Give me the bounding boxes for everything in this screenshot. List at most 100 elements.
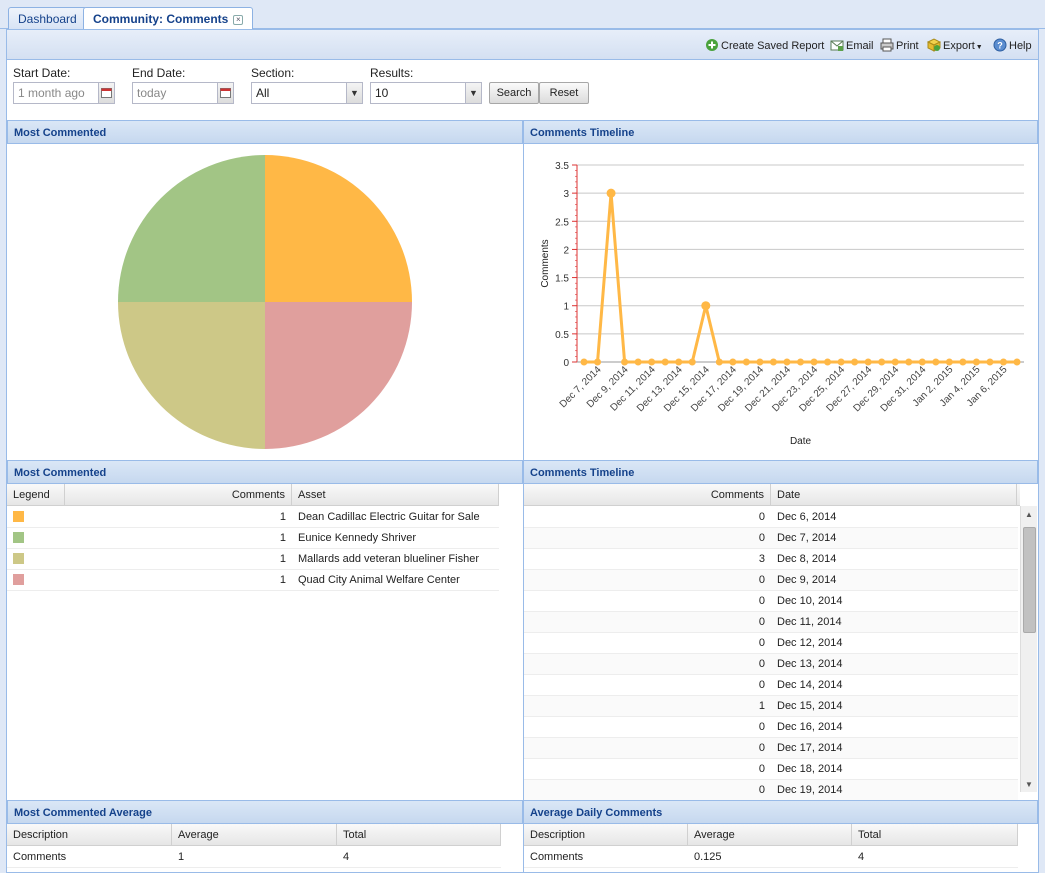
tab-dashboard[interactable]: Dashboard [8,7,87,29]
data-point[interactable] [756,358,764,366]
table-row[interactable]: 0 Dec 13, 2014 [524,654,1018,675]
chevron-down-icon[interactable]: ▼ [346,82,363,104]
table-row[interactable]: 0 Dec 9, 2014 [524,570,1018,591]
data-point[interactable] [864,358,872,366]
data-point[interactable] [905,358,913,366]
data-point[interactable] [932,358,940,366]
data-point[interactable] [648,358,656,366]
start-date-field[interactable]: 1 month ago [13,82,99,104]
column-header-total[interactable]: Total [337,824,501,846]
scroll-up-icon[interactable]: ▲ [1025,510,1033,519]
scrollbar-thumb[interactable] [1023,527,1036,633]
column-header-date[interactable]: Date [771,484,1017,506]
data-point[interactable] [891,358,899,366]
column-header-average[interactable]: Average [688,824,852,846]
data-point[interactable] [972,358,980,366]
data-point[interactable] [634,358,642,366]
column-header-comments[interactable]: Comments [65,484,292,506]
data-point[interactable] [661,358,669,366]
table-row[interactable]: 1 Eunice Kennedy Shriver [7,528,499,549]
data-point[interactable] [837,358,845,366]
column-header-description[interactable]: Description [524,824,688,846]
pie-slice[interactable] [118,155,265,302]
data-point[interactable] [810,358,818,366]
date-cell: Dec 15, 2014 [777,700,843,712]
table-row[interactable]: 0 Dec 10, 2014 [524,591,1018,612]
table-row[interactable]: 0 Dec 12, 2014 [524,633,1018,654]
pie-slice[interactable] [265,155,412,302]
export-icon [927,38,941,52]
tab-community-comments[interactable]: Community: Comments × [83,7,254,30]
data-point[interactable] [688,358,696,366]
table-row[interactable]: 3 Dec 8, 2014 [524,549,1018,570]
column-header-description[interactable]: Description [7,824,172,846]
export-button[interactable]: Export▼ [927,38,983,52]
data-point[interactable] [606,188,616,198]
comments-cell: 0 [758,721,765,733]
data-point[interactable] [621,358,629,366]
print-button[interactable]: Print [880,38,919,52]
table-row[interactable]: 0 Dec 11, 2014 [524,612,1018,633]
column-header-total[interactable]: Total [852,824,1018,846]
section-select[interactable]: All [251,82,347,104]
data-point[interactable] [959,358,967,366]
column-header-average[interactable]: Average [172,824,337,846]
table-row[interactable]: 0 Dec 6, 2014 [524,507,1018,528]
comments-cell: 1 [758,700,765,712]
column-header-asset[interactable]: Asset [292,484,499,506]
data-point[interactable] [675,358,683,366]
data-point[interactable] [878,358,886,366]
table-row[interactable]: Comments 0.125 4 [524,847,1018,868]
pie-slice[interactable] [118,302,265,449]
column-header-comments[interactable]: Comments [524,484,771,506]
help-button[interactable]: ? Help [993,38,1032,52]
comments-cell: 1 [279,574,286,586]
data-point[interactable] [851,358,859,366]
print-label: Print [896,40,919,52]
results-select[interactable]: 10 [370,82,466,104]
calendar-icon[interactable] [98,82,115,104]
date-cell: Dec 7, 2014 [777,532,837,544]
close-icon[interactable]: × [233,15,244,25]
data-point[interactable] [824,358,832,366]
table-row[interactable]: 0 Dec 18, 2014 [524,759,1018,780]
data-point[interactable] [594,358,602,366]
end-date-field[interactable]: today [132,82,218,104]
daily-avg-panel-header: Average Daily Comments [523,800,1038,824]
reset-button[interactable]: Reset [539,82,589,104]
data-point[interactable] [715,358,723,366]
table-row[interactable]: 0 Dec 16, 2014 [524,717,1018,738]
search-button[interactable]: Search [489,82,539,104]
data-point[interactable] [769,358,777,366]
chevron-down-icon[interactable]: ▼ [465,82,482,104]
table-row[interactable]: 0 Dec 17, 2014 [524,738,1018,759]
calendar-icon[interactable] [217,82,234,104]
scroll-down-icon[interactable]: ▼ [1025,780,1033,789]
table-row[interactable]: 1 Quad City Animal Welfare Center [7,570,499,591]
data-point[interactable] [918,358,926,366]
date-cell: Dec 8, 2014 [777,553,837,565]
help-label: Help [1009,40,1032,52]
data-point[interactable] [945,358,953,366]
data-point[interactable] [783,358,791,366]
table-row[interactable]: 0 Dec 19, 2014 [524,780,1018,800]
column-header-legend[interactable]: Legend [7,484,65,506]
data-point[interactable] [797,358,804,366]
table-row[interactable]: 1 Dec 15, 2014 [524,696,1018,717]
data-point[interactable] [701,301,711,311]
data-point[interactable] [580,358,588,366]
table-row[interactable]: 1 Mallards add veteran blueliner Fisher [7,549,499,570]
data-point[interactable] [999,358,1007,366]
pie-slice[interactable] [265,302,412,449]
create-saved-report-button[interactable]: Create Saved Report [705,38,824,52]
table-row[interactable]: 0 Dec 14, 2014 [524,675,1018,696]
vertical-scrollbar[interactable]: ▲ ▼ [1020,506,1037,792]
table-row[interactable]: 1 Dean Cadillac Electric Guitar for Sale [7,507,499,528]
data-point[interactable] [729,358,737,366]
table-row[interactable]: Comments 1 4 [7,847,501,868]
table-row[interactable]: 0 Dec 7, 2014 [524,528,1018,549]
data-point[interactable] [742,358,750,366]
email-button[interactable]: Email [830,38,874,52]
data-point[interactable] [1013,358,1021,366]
data-point[interactable] [986,358,994,366]
